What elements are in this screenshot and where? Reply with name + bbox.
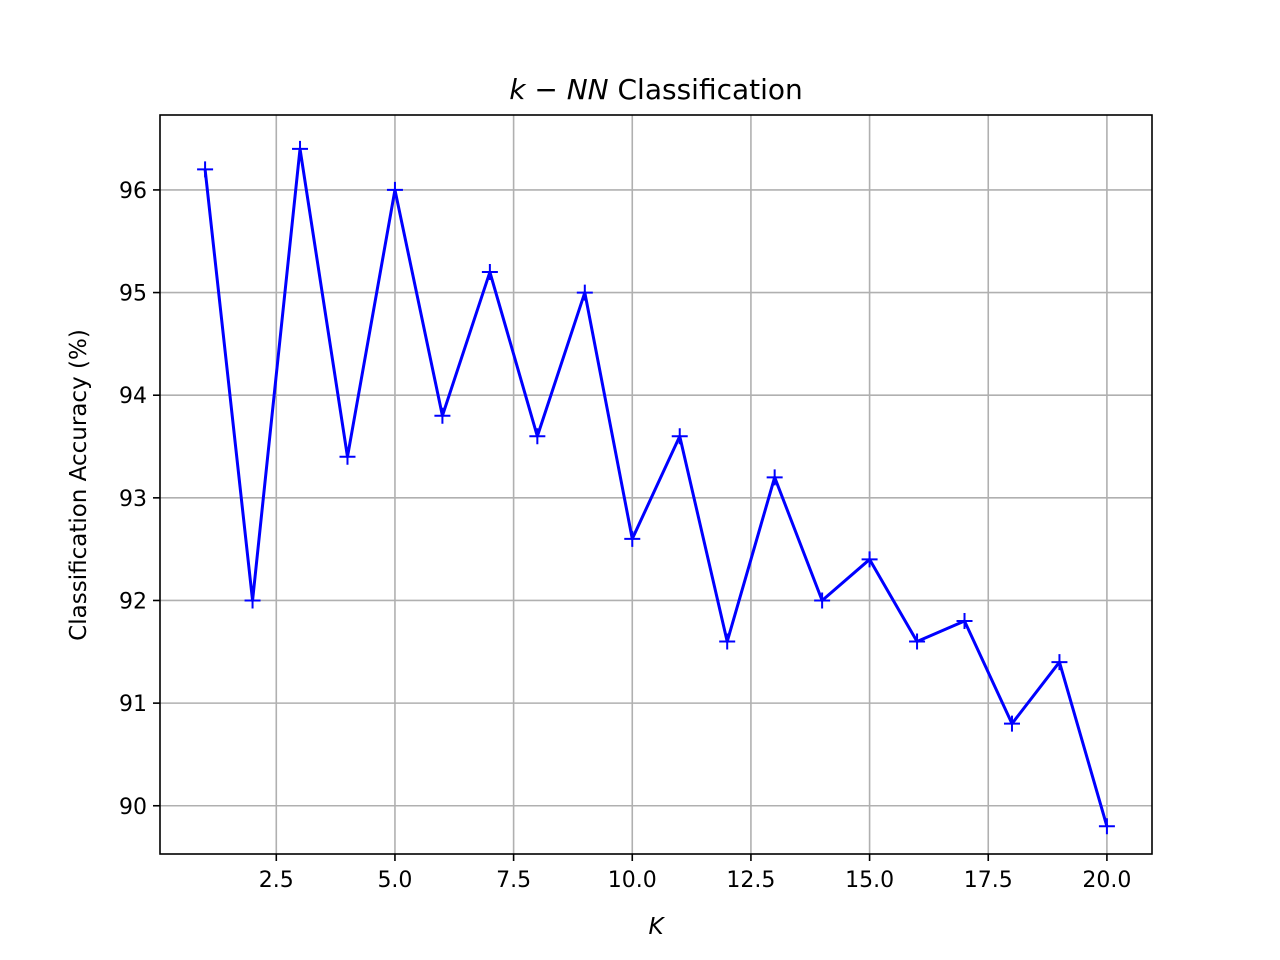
ticks: 2.5 5.0 7.5 10.0 12.5 15.0 17.5 20.0 90 91 92 93 94 9… — [119, 179, 1131, 893]
series-line — [203, 147, 1109, 827]
y-axis-label: Classification Accuracy (%) — [66, 329, 92, 641]
plot-frame — [159, 114, 1153, 855]
x-tick-label: 10.0 — [608, 868, 657, 893]
x-tick-label: 2.5 — [259, 868, 294, 893]
data-point-marker — [292, 140, 309, 157]
y-tick-label: 90 — [119, 795, 147, 820]
data-point-marker — [956, 613, 973, 630]
chart-title-rest: Classification — [609, 73, 803, 106]
data-point-marker — [576, 284, 593, 301]
grid — [160, 115, 1152, 854]
y-tick-label: 94 — [119, 384, 147, 409]
y-tick-label: 96 — [119, 179, 147, 204]
data-point-marker — [909, 633, 926, 650]
data-point-marker — [671, 428, 688, 445]
x-axis-label: K — [648, 914, 665, 940]
data-point-marker — [624, 530, 641, 547]
y-tick-label: 95 — [119, 282, 147, 307]
x-tick-label: 20.0 — [1082, 868, 1131, 893]
data-point-marker — [481, 264, 498, 281]
data-point-marker — [386, 181, 403, 198]
data-point-marker — [861, 551, 878, 568]
chart-title: k − NN Classification — [509, 73, 803, 106]
data-point-marker — [1003, 715, 1020, 732]
y-tick-label: 91 — [119, 692, 147, 717]
data-point-marker — [1098, 818, 1115, 835]
data-point-marker — [339, 448, 356, 465]
chart-title-italic: k − NN — [509, 73, 608, 106]
x-tick-label: 5.0 — [377, 868, 412, 893]
y-tick-label: 92 — [119, 589, 147, 614]
x-tick-label: 12.5 — [726, 868, 775, 893]
data-point-marker — [197, 161, 214, 178]
data-point-marker — [766, 469, 783, 486]
series-layer — [197, 140, 1115, 835]
data-point-marker — [434, 407, 451, 424]
data-point-marker — [719, 633, 736, 650]
data-point-marker — [814, 592, 831, 609]
y-tick-label: 93 — [119, 487, 147, 512]
data-point-marker — [529, 428, 546, 445]
x-tick-label: 7.5 — [496, 868, 531, 893]
x-tick-label: 15.0 — [845, 868, 894, 893]
x-tick-label: 17.5 — [964, 868, 1013, 893]
data-point-marker — [1051, 654, 1068, 671]
data-point-marker — [244, 592, 261, 609]
